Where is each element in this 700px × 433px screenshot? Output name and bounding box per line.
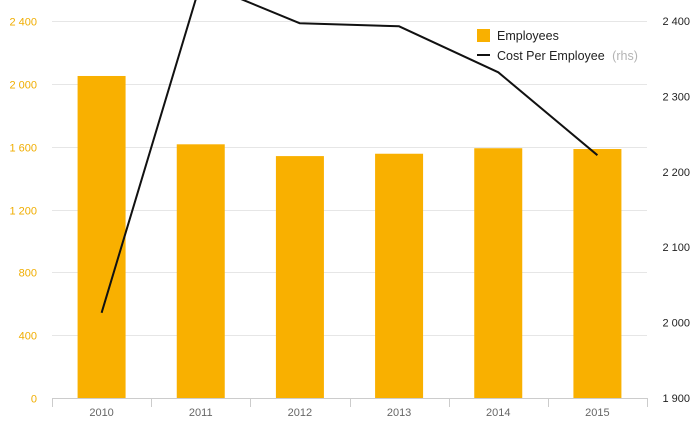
x-tick-label: 2011 <box>189 407 213 419</box>
x-axis: 2010 2011 2012 2013 2014 2015 <box>52 398 648 419</box>
legend-series-name: Cost Per Employee <box>497 49 605 63</box>
employees-bars <box>77 75 622 399</box>
legend-label-employees: Employees <box>497 29 559 43</box>
left-y-tick-label: 400 <box>19 331 37 343</box>
bar-employees-2014 <box>474 148 523 398</box>
bar-employees-2011 <box>176 144 225 398</box>
left-y-tick-label: 800 <box>19 268 37 280</box>
left-y-tick-label: 0 <box>31 394 37 406</box>
left-y-tick-label: 1 200 <box>9 206 37 218</box>
legend-label-cost-per-employee: Cost Per Employee (rhs) <box>497 49 638 63</box>
right-y-tick-label: 2 300 <box>662 91 690 103</box>
bar-employees-2010 <box>77 75 126 399</box>
left-y-tick-label: 2 000 <box>9 80 37 92</box>
right-y-tick-label: 2 400 <box>662 16 690 28</box>
x-tick-label: 2010 <box>89 407 113 419</box>
legend-swatch-employees <box>477 29 490 42</box>
line-series-cost-per-employee <box>100 0 599 314</box>
x-tick-label: 2012 <box>288 407 312 419</box>
cost-per-employee-line <box>100 0 599 314</box>
x-tick-label: 2015 <box>585 407 609 419</box>
x-tick-label: 2014 <box>486 407 510 419</box>
right-y-tick-label: 1 900 <box>662 393 690 405</box>
legend: Employees Cost Per Employee (rhs) <box>477 29 638 63</box>
left-y-tick-label: 2 400 <box>9 17 37 29</box>
x-tick-label: 2013 <box>387 407 411 419</box>
left-y-tick-label: 1 600 <box>9 143 37 155</box>
right-y-tick-label: 2 100 <box>662 242 690 254</box>
bar-employees-2013 <box>375 153 424 398</box>
right-y-tick-label: 2 000 <box>662 318 690 330</box>
legend-rhs-suffix: (rhs) <box>612 49 638 63</box>
bar-employees-2015 <box>573 149 622 398</box>
left-y-axis: 0 400 800 1 200 1 600 2 000 2 400 <box>9 17 37 406</box>
bar-employees-2012 <box>275 156 324 398</box>
right-y-tick-label: 2 200 <box>662 167 690 179</box>
